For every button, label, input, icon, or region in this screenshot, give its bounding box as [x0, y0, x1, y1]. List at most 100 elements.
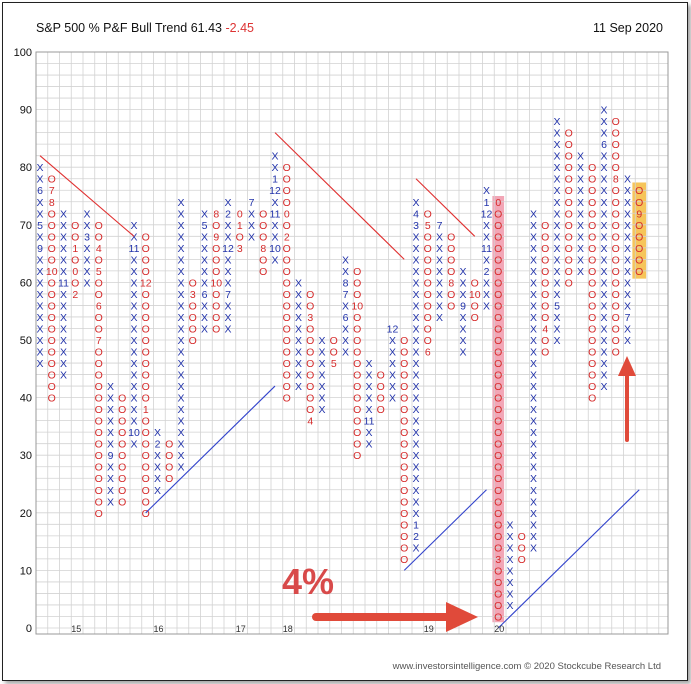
x-box: X — [177, 347, 184, 359]
x-box: X — [318, 370, 325, 382]
x-box: X — [154, 462, 161, 474]
x-box: X — [201, 323, 208, 335]
o-box: O — [306, 335, 314, 347]
month-marker: 8 — [213, 208, 219, 220]
x-box: X — [107, 473, 114, 485]
x-box: X — [107, 381, 114, 393]
o-box: O — [494, 335, 502, 347]
x-box: X — [271, 162, 278, 174]
o-box: O — [565, 231, 573, 243]
o-box: O — [95, 289, 103, 301]
o-box: O — [118, 485, 126, 497]
x-box: X — [412, 427, 419, 439]
x-box: X — [248, 208, 255, 220]
x-box: X — [36, 266, 43, 278]
x-box: X — [36, 208, 43, 220]
x-box: X — [624, 174, 631, 186]
month-marker: 10 — [128, 427, 140, 439]
x-box: X — [365, 404, 372, 416]
o-box: O — [635, 220, 643, 232]
o-box: O — [565, 185, 573, 197]
o-box: O — [541, 277, 549, 289]
month-marker: 8 — [613, 174, 619, 186]
x-box: X — [60, 323, 67, 335]
o-box: O — [189, 300, 197, 312]
o-box: O — [283, 185, 291, 197]
x-box: X — [624, 231, 631, 243]
grid-layer — [35, 51, 669, 635]
o-box: O — [165, 473, 173, 485]
x-box: X — [412, 370, 419, 382]
x-box: X — [201, 254, 208, 266]
month-marker: 4 — [542, 323, 548, 335]
x-box: X — [365, 370, 372, 382]
o-box: O — [588, 277, 596, 289]
o-box: O — [165, 450, 173, 462]
x-box: X — [412, 266, 419, 278]
o-box: O — [588, 370, 596, 382]
o-box: O — [612, 347, 620, 359]
o-box: O — [400, 554, 408, 566]
o-box: O — [353, 266, 361, 278]
x-box: X — [577, 231, 584, 243]
x-box: X — [553, 277, 560, 289]
x-box: X — [530, 231, 537, 243]
x-box: X — [177, 300, 184, 312]
x-box: X — [60, 358, 67, 370]
y-tick-label: 60 — [20, 277, 32, 289]
month-marker: 3 — [307, 312, 313, 324]
arrow-head-horizontal — [446, 602, 478, 632]
o-box: O — [142, 381, 150, 393]
x-box: X — [83, 208, 90, 220]
o-box: O — [118, 439, 126, 451]
o-box: O — [424, 335, 432, 347]
x-box: X — [530, 531, 537, 543]
x-box: X — [36, 231, 43, 243]
x-box: X — [553, 289, 560, 301]
x-box: X — [130, 231, 137, 243]
o-box: O — [424, 312, 432, 324]
o-box: O — [142, 439, 150, 451]
month-marker: 2 — [284, 231, 290, 243]
month-marker: 0 — [72, 266, 78, 278]
o-box: O — [95, 416, 103, 428]
o-box: O — [471, 300, 479, 312]
bearish-resistance-line — [415, 178, 476, 237]
o-box: O — [400, 393, 408, 405]
x-box: X — [295, 358, 302, 370]
o-box: O — [283, 277, 291, 289]
x-box: X — [60, 335, 67, 347]
month-marker: 4 — [96, 243, 102, 255]
x-box: X — [60, 220, 67, 232]
o-box: O — [494, 508, 502, 520]
arrow-head-vertical — [618, 356, 636, 376]
o-box: O — [541, 254, 549, 266]
month-marker: 1 — [72, 243, 78, 255]
x-box: X — [36, 358, 43, 370]
x-box: X — [201, 312, 208, 324]
o-box: O — [400, 358, 408, 370]
x-box: X — [318, 404, 325, 416]
x-box: X — [83, 243, 90, 255]
year-labels: 15 16 17 18 19 20 — [71, 624, 504, 634]
o-box: O — [377, 381, 385, 393]
month-marker: 1 — [272, 174, 278, 186]
o-box: O — [612, 162, 620, 174]
x-box: X — [506, 531, 513, 543]
x-box: X — [130, 335, 137, 347]
o-box: O — [400, 462, 408, 474]
x-box: X — [177, 289, 184, 301]
o-box: O — [95, 496, 103, 508]
month-marker: 5 — [96, 266, 102, 278]
annotations: 4% — [282, 356, 636, 632]
x-box: X — [412, 404, 419, 416]
o-box: O — [471, 312, 479, 324]
o-box: O — [283, 174, 291, 186]
x-box: X — [342, 335, 349, 347]
year-label: 18 — [283, 624, 293, 634]
o-box: O — [212, 323, 220, 335]
o-box: O — [259, 231, 267, 243]
x-box: X — [177, 208, 184, 220]
o-box: O — [635, 197, 643, 209]
x-box: X — [36, 162, 43, 174]
